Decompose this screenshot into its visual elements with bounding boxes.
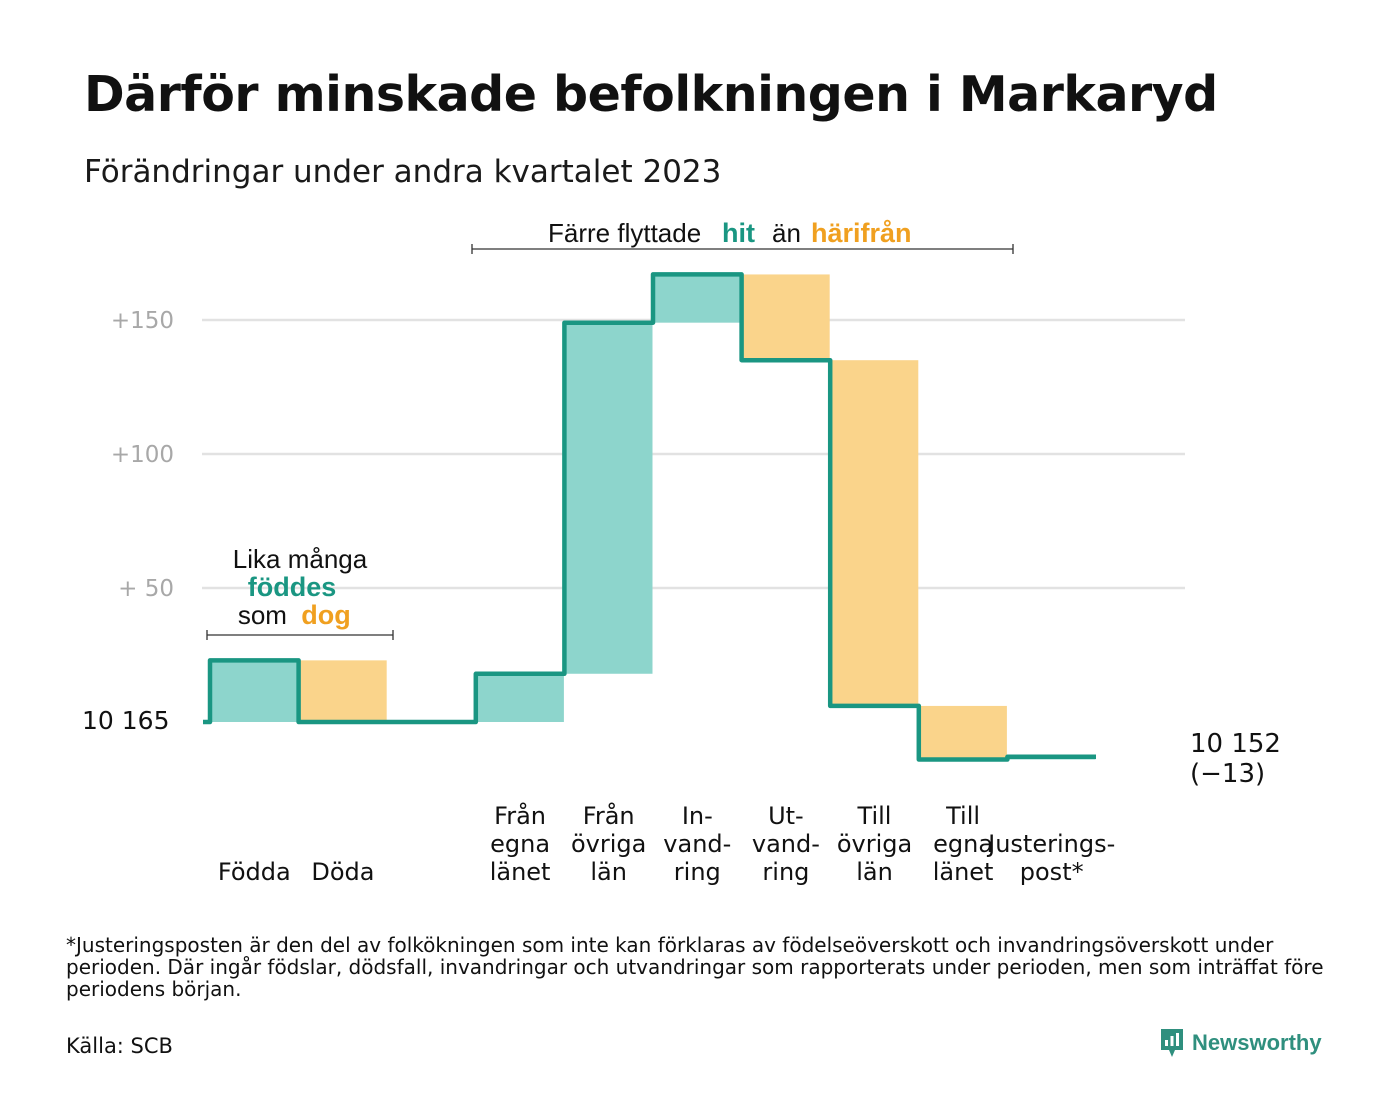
- moves-annotation: Färre flyttade hit än härifrån: [471, 218, 1014, 254]
- bar-5: [653, 274, 742, 323]
- births-annotation-line3: som dog: [238, 600, 351, 630]
- category-label-6-1: vand-: [752, 830, 820, 858]
- bar-0: [210, 660, 299, 722]
- category-label-8-1: egna: [933, 830, 993, 858]
- births-bracket: [206, 630, 394, 640]
- category-label-3-1: egna: [490, 830, 550, 858]
- category-label-8-2: länet: [933, 858, 994, 886]
- chart-title: Därför minskade befolkningen i Markaryd: [84, 66, 1218, 123]
- category-label-5-1: vand-: [663, 830, 731, 858]
- category-label-4-1: övriga: [571, 830, 646, 858]
- category-label-6-2: ring: [762, 858, 809, 886]
- births-annotation-line1: Lika många: [233, 544, 368, 574]
- moves-annotation-middle: än: [772, 218, 801, 248]
- moves-bracket: [471, 244, 1014, 254]
- category-label-7-0: Till: [857, 802, 892, 830]
- y-tick-label-1: +100: [111, 442, 174, 468]
- category-label-3-2: länet: [490, 858, 551, 886]
- cumulative-step-line: [203, 272, 1096, 762]
- category-label-8-0: Till: [945, 802, 980, 830]
- source-label: Källa: SCB: [66, 1034, 173, 1058]
- newsworthy-logo-icon: [1161, 1029, 1183, 1057]
- category-label-9-0: Justerings-: [986, 830, 1115, 858]
- category-label-1-0: Döda: [311, 858, 374, 886]
- waterfall-chart: + 50+100+150 Födda DödaFrånegnalänetFrånö…: [82, 218, 1281, 886]
- births-annotation: Lika många föddes som dog: [206, 544, 394, 640]
- footnote: *Justeringsposten är den del av folkökni…: [66, 933, 1324, 1001]
- start-value-label: 10 165: [82, 706, 169, 735]
- y-tick-label-0: + 50: [118, 576, 174, 602]
- category-label-0-0: Födda: [218, 858, 291, 886]
- category-label-3-0: Från: [494, 801, 546, 830]
- bar-6: [741, 274, 830, 361]
- births-annotation-foddes: föddes: [248, 572, 337, 602]
- category-label-5-2: ring: [674, 858, 721, 886]
- y-tick-label-2: +150: [111, 308, 174, 334]
- category-label-4-2: län: [590, 858, 627, 886]
- moves-annotation-hit: hit: [722, 218, 755, 248]
- label-layer: Födda DödaFrånegnalänetFrånövrigalänIn-va…: [218, 801, 1115, 886]
- moves-annotation-prefix: Färre flyttade: [548, 218, 701, 248]
- category-label-6-0: Ut-: [768, 802, 804, 830]
- births-annotation-som: som: [238, 600, 287, 630]
- end-change-label: (−13): [1190, 759, 1265, 789]
- category-label-7-1: övriga: [837, 830, 912, 858]
- chart-subtitle: Förändringar under andra kvartalet 2023: [84, 154, 722, 190]
- category-label-7-2: län: [856, 858, 893, 886]
- newsworthy-logo-text: Newsworthy: [1192, 1030, 1322, 1055]
- end-value-label: 10 152: [1190, 729, 1281, 759]
- category-label-9-1: post*: [1020, 858, 1084, 886]
- line-layer: [203, 272, 1096, 762]
- bar-7: [830, 360, 919, 706]
- bar-layer: [210, 274, 1096, 760]
- bar-8: [918, 705, 1007, 760]
- grid-layer: + 50 +100 +150: [111, 308, 1185, 602]
- bar-4: [564, 322, 653, 674]
- moves-annotation-harifran: härifrån: [811, 218, 912, 248]
- category-label-4-0: Från: [583, 801, 635, 830]
- births-annotation-dog: dog: [301, 600, 350, 630]
- bar-3: [475, 673, 564, 722]
- bar-1: [298, 660, 387, 722]
- category-label-5-0: In-: [682, 802, 713, 830]
- newsworthy-logo: Newsworthy: [1160, 1028, 1322, 1058]
